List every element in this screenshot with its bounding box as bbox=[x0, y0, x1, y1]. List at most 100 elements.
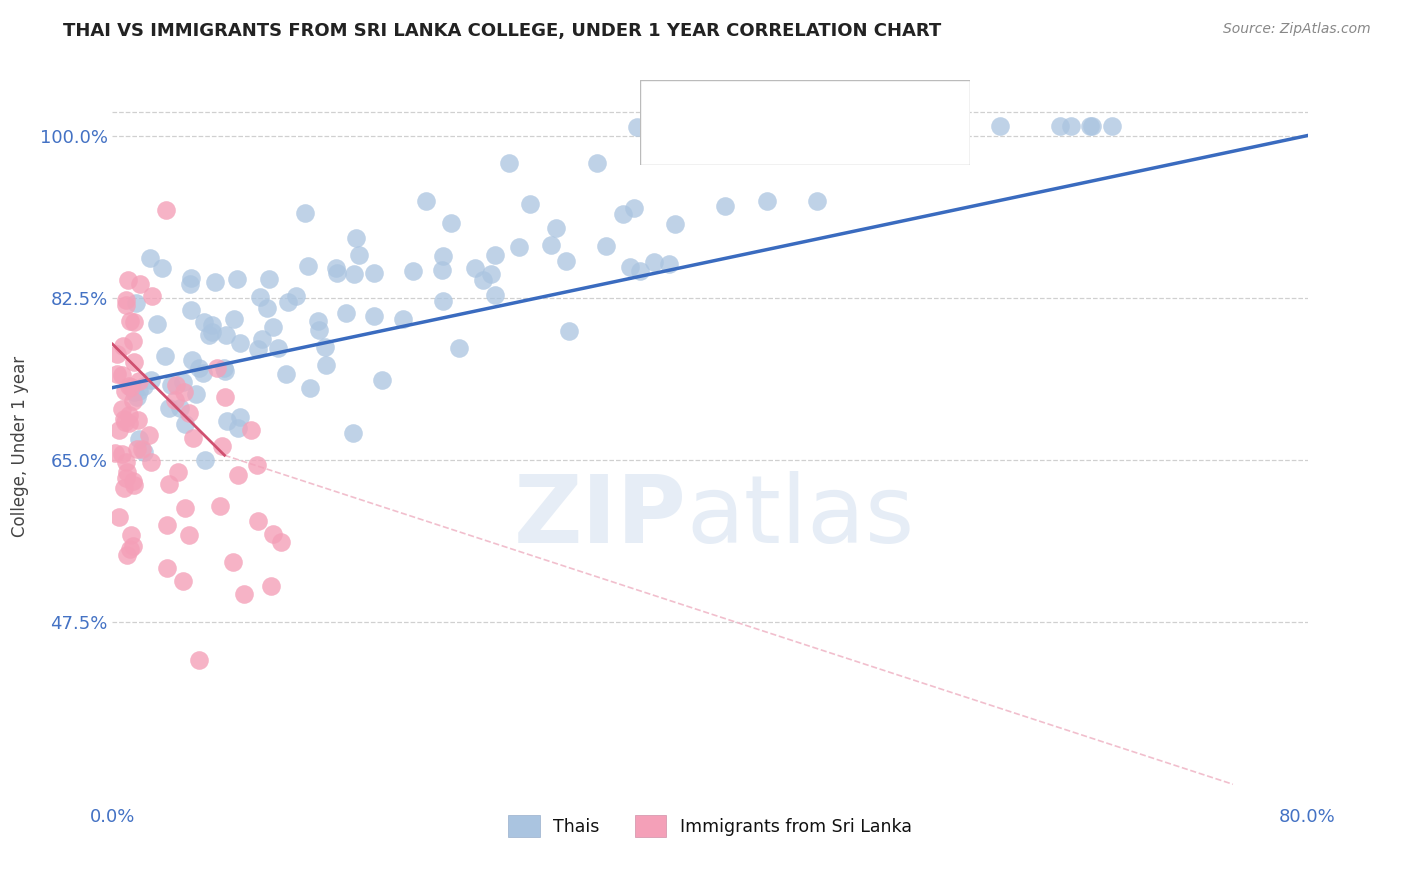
Bar bbox=[652, 89, 689, 118]
Point bbox=[890, 120, 912, 134]
Point bbox=[347, 248, 370, 262]
Point bbox=[484, 248, 506, 262]
Point bbox=[415, 194, 437, 208]
Point bbox=[112, 481, 135, 495]
Point bbox=[315, 358, 337, 372]
Point bbox=[276, 367, 298, 381]
Point bbox=[239, 423, 262, 437]
Point bbox=[214, 364, 236, 378]
Point bbox=[114, 416, 136, 430]
Point bbox=[124, 478, 146, 492]
Point bbox=[664, 217, 686, 231]
Text: N = 113: N = 113 bbox=[838, 95, 910, 112]
Point bbox=[115, 465, 138, 479]
Point bbox=[156, 561, 179, 575]
Point bbox=[229, 409, 252, 424]
Point bbox=[343, 267, 366, 281]
Point bbox=[122, 384, 145, 399]
Point bbox=[167, 465, 190, 479]
Point bbox=[128, 384, 150, 398]
Point bbox=[114, 384, 136, 398]
Point bbox=[270, 534, 292, 549]
Point bbox=[183, 431, 205, 445]
Point bbox=[326, 266, 349, 280]
Point bbox=[586, 156, 609, 170]
Point bbox=[540, 238, 562, 252]
Point bbox=[191, 366, 214, 380]
Point bbox=[658, 257, 681, 271]
Point bbox=[222, 311, 245, 326]
Point bbox=[623, 202, 645, 216]
Point bbox=[188, 653, 211, 667]
Point bbox=[1049, 120, 1071, 134]
Point bbox=[859, 142, 882, 156]
Point bbox=[127, 390, 149, 404]
Point bbox=[325, 260, 347, 275]
Text: THAI VS IMMIGRANTS FROM SRI LANKA COLLEGE, UNDER 1 YEAR CORRELATION CHART: THAI VS IMMIGRANTS FROM SRI LANKA COLLEG… bbox=[63, 22, 942, 40]
Point bbox=[714, 199, 737, 213]
Point bbox=[118, 379, 141, 393]
Point bbox=[225, 272, 247, 286]
Point bbox=[498, 156, 520, 170]
Point bbox=[122, 355, 145, 369]
Text: R =: R = bbox=[699, 95, 731, 112]
Point bbox=[308, 323, 330, 337]
Point bbox=[131, 442, 153, 456]
Point bbox=[508, 239, 530, 253]
Point bbox=[363, 266, 385, 280]
Point bbox=[401, 264, 423, 278]
Point bbox=[180, 352, 202, 367]
Point bbox=[127, 442, 149, 456]
Point bbox=[122, 334, 145, 348]
Point bbox=[177, 406, 200, 420]
Point bbox=[294, 206, 316, 220]
Point bbox=[246, 458, 269, 472]
Y-axis label: College, Under 1 year: College, Under 1 year bbox=[10, 355, 28, 537]
Point bbox=[157, 476, 180, 491]
Point bbox=[626, 120, 648, 134]
Point bbox=[201, 325, 224, 339]
Point bbox=[440, 217, 463, 231]
Point bbox=[138, 427, 160, 442]
Point bbox=[117, 408, 139, 422]
Point bbox=[108, 423, 131, 437]
Point bbox=[120, 528, 142, 542]
Point bbox=[249, 290, 271, 304]
Point bbox=[155, 202, 177, 217]
Point bbox=[260, 579, 283, 593]
Point bbox=[363, 310, 385, 324]
Point bbox=[214, 390, 236, 404]
Point bbox=[141, 289, 163, 303]
Point bbox=[211, 439, 233, 453]
Point bbox=[1101, 120, 1123, 134]
Point bbox=[160, 378, 183, 392]
Point bbox=[215, 328, 238, 343]
Point bbox=[112, 412, 135, 426]
Point bbox=[259, 272, 281, 286]
Point bbox=[153, 350, 176, 364]
Point bbox=[115, 471, 138, 485]
Point bbox=[755, 194, 778, 209]
Point bbox=[184, 387, 207, 401]
Point bbox=[117, 273, 139, 287]
Point bbox=[277, 295, 299, 310]
Text: N = 69: N = 69 bbox=[838, 133, 898, 151]
Point bbox=[105, 367, 128, 381]
Point bbox=[519, 197, 541, 211]
Point bbox=[128, 374, 150, 388]
Point bbox=[198, 328, 221, 343]
Point bbox=[132, 379, 155, 393]
Text: Source: ZipAtlas.com: Source: ZipAtlas.com bbox=[1223, 22, 1371, 37]
Point bbox=[479, 267, 502, 281]
Point bbox=[157, 401, 180, 415]
Point bbox=[118, 541, 141, 556]
Point bbox=[172, 574, 194, 588]
Point bbox=[122, 539, 145, 553]
Point bbox=[215, 414, 238, 428]
Point bbox=[114, 455, 136, 469]
Point bbox=[335, 306, 357, 320]
Point bbox=[262, 319, 284, 334]
Point bbox=[165, 378, 187, 392]
Point bbox=[314, 340, 336, 354]
Point bbox=[173, 385, 195, 400]
